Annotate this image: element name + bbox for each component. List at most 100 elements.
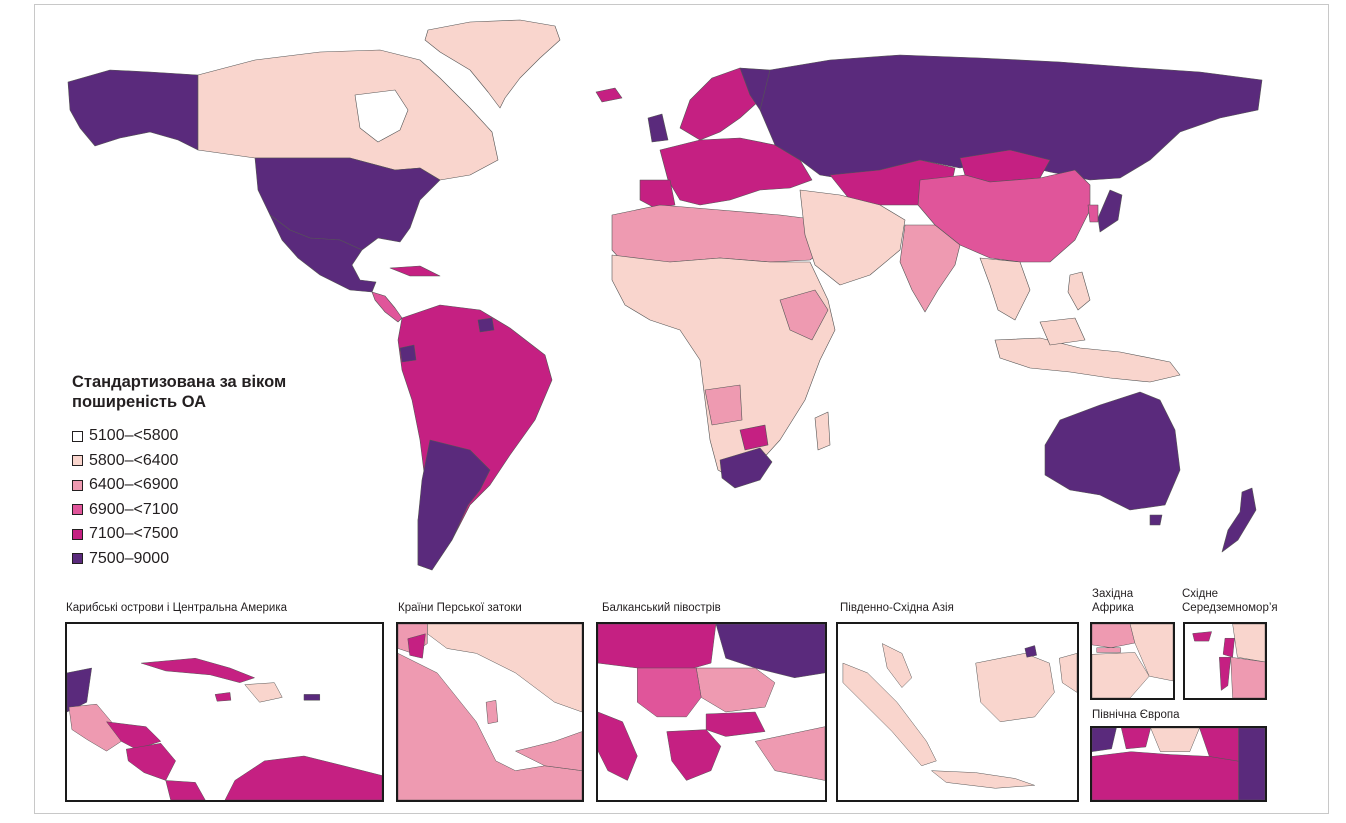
region-southern-cone — [417, 439, 491, 571]
region-cuba — [389, 265, 441, 277]
inset-west-africa-mali — [1129, 624, 1173, 682]
region-india — [899, 224, 961, 313]
inset-east-med-israel — [1219, 656, 1231, 691]
legend-swatch — [72, 528, 83, 540]
legend-swatch — [72, 479, 83, 491]
inset-se-asia-sumatra — [842, 662, 937, 767]
inset-east-med-cyprus — [1192, 631, 1212, 642]
legend-title: Стандартизована за віком поширеність ОА — [72, 372, 372, 412]
map-frame — [34, 4, 1329, 814]
inset-balkans-western-balkans — [637, 667, 702, 718]
region-mexico — [269, 214, 377, 293]
inset-se-asia-java — [930, 770, 1035, 789]
region-australia — [1044, 391, 1181, 511]
inset-se-asia — [836, 622, 1079, 802]
inset-balkans-italy — [598, 711, 638, 781]
inset-north-europe — [1090, 726, 1267, 802]
inset-north-europe-denmark — [1121, 728, 1151, 750]
inset-title-east-med-line1: Східне — [1182, 588, 1219, 600]
legend-label: 7500–9000 — [89, 549, 170, 567]
inset-title-west-africa-line2: Африка — [1092, 602, 1134, 614]
inset-north-europe-germany-poland — [1092, 751, 1239, 800]
legend-title-line1: Стандартизована за віком — [72, 373, 287, 391]
region-middle-east — [799, 189, 906, 286]
inset-gulf-iraq-patch — [407, 633, 426, 659]
legend-swatch — [72, 504, 83, 516]
inset-east-med-syria — [1232, 624, 1265, 663]
inset-title-gulf: Країни Перської затоки — [398, 602, 522, 614]
legend-item: 7100–<7500 — [72, 522, 372, 547]
inset-north-europe-russia — [1238, 728, 1265, 800]
region-se-asia-mainland — [979, 257, 1031, 321]
legend-item: 5100–<5800 — [72, 424, 372, 449]
legend-items: 5100–<5800 5800–<6400 6400–<6900 6900–<7… — [72, 424, 372, 571]
inset-gulf-qatar — [485, 699, 499, 725]
legend-label: 7100–<7500 — [89, 525, 179, 543]
inset-gulf-saudi-arabia — [398, 653, 582, 800]
inset-north-europe-netherlands — [1092, 728, 1117, 752]
legend: Стандартизована за віком поширеність ОА … — [72, 372, 372, 571]
inset-west-africa-gambia — [1096, 647, 1121, 653]
region-alaska — [67, 69, 199, 151]
region-south-africa — [719, 447, 773, 489]
inset-east-med — [1183, 622, 1267, 700]
legend-label: 5100–<5800 — [89, 427, 179, 445]
region-central-america — [371, 291, 403, 323]
legend-swatch — [72, 553, 83, 565]
legend-swatch — [72, 430, 83, 442]
inset-gulf-iran — [427, 624, 582, 713]
legend-label: 5800–<6400 — [89, 451, 179, 469]
inset-balkans-greece — [666, 729, 722, 781]
inset-caribbean-hispaniola — [244, 682, 283, 703]
inset-caribbean-puerto-rico — [303, 694, 321, 701]
legend-item: 6400–<6900 — [72, 473, 372, 498]
inset-east-med-jordan — [1230, 656, 1265, 698]
legend-label: 6400–<6900 — [89, 476, 179, 494]
inset-caribbean-yucatan — [67, 667, 92, 713]
inset-title-caribbean: Карибські острови і Центральна Америка — [66, 602, 288, 614]
inset-title-west-africa-line1: Західна — [1092, 588, 1134, 600]
inset-caribbean-venezuela — [224, 755, 382, 800]
inset-title-east-med-line2: Середземномор’я — [1182, 602, 1278, 614]
inset-title-se-asia: Південно-Східна Азія — [840, 602, 954, 614]
legend-item: 7500–9000 — [72, 547, 372, 572]
inset-caribbean-cuba — [140, 657, 256, 683]
inset-title-balkans: Балканський півострів — [602, 602, 721, 614]
region-europe — [659, 137, 813, 206]
region-new-zealand — [1221, 487, 1257, 553]
inset-north-europe-sweden — [1150, 728, 1200, 752]
legend-title-line2: поширеність ОА — [72, 393, 207, 411]
inset-title-east-med: Східне Середземномор’я — [1182, 587, 1278, 615]
region-uk — [647, 113, 669, 143]
region-japan — [1097, 189, 1123, 233]
inset-west-africa-senegal — [1092, 624, 1136, 648]
inset-west-africa-guinea — [1092, 652, 1150, 698]
inset-caribbean-nicaragua — [125, 743, 176, 781]
region-russia — [759, 54, 1263, 181]
inset-caribbean-jamaica — [214, 692, 232, 702]
inset-se-asia-borneo — [975, 653, 1055, 723]
inset-se-asia-malaysia — [881, 643, 913, 688]
inset-caribbean-belize — [68, 703, 122, 752]
legend-swatch — [72, 455, 83, 467]
inset-se-asia-sulawesi — [1059, 653, 1077, 693]
inset-balkans-romania — [695, 667, 776, 713]
legend-label: 6900–<7100 — [89, 500, 179, 518]
legend-item: 5800–<6400 — [72, 449, 372, 474]
inset-gulf — [396, 622, 584, 802]
inset-west-africa — [1090, 622, 1175, 700]
inset-gulf-uae — [514, 731, 582, 771]
legend-item: 6900–<7100 — [72, 498, 372, 523]
inset-title-north-europe: Північна Європа — [1092, 709, 1180, 721]
inset-balkans — [596, 622, 827, 802]
inset-balkans-turkey — [754, 726, 825, 781]
region-sub-saharan-africa — [611, 254, 836, 481]
inset-caribbean-costa-rica — [165, 780, 206, 800]
region-iberia — [639, 179, 676, 209]
inset-title-west-africa: Західна Африка — [1092, 587, 1134, 615]
region-indonesia — [994, 337, 1181, 383]
region-iceland — [595, 87, 623, 103]
inset-balkans-bulgaria — [705, 711, 766, 737]
inset-se-asia-brunei — [1024, 645, 1037, 658]
